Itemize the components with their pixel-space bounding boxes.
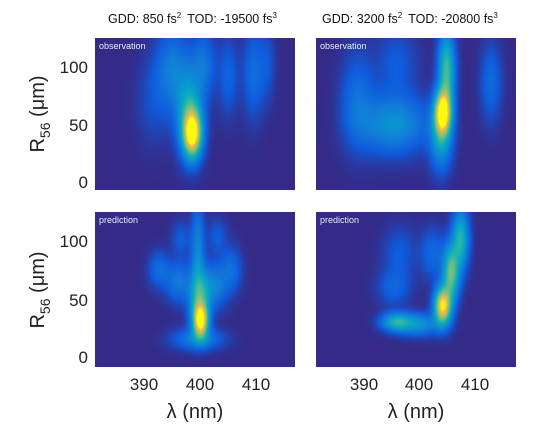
x-tick-right-410: 410 [461,375,489,394]
panel-label-top-left: observation [99,41,146,51]
panel-top-right: observation [316,38,516,190]
y-tick-top-100: 100 [60,58,88,77]
heatmap-bottom-right [316,212,516,367]
y-axis-label-top: R56 (μm) [27,75,53,152]
y-tick-top-50: 50 [69,116,88,135]
y-axis-label-bottom: R56 (μm) [27,251,53,328]
panel-label-bottom-left: prediction [99,215,138,225]
x-tick-right-390: 390 [350,375,378,394]
x-tick-left-390: 390 [130,375,158,394]
x-tick-left-410: 410 [242,375,270,394]
y-tick-top-0: 0 [79,173,88,192]
panel-bottom-right: prediction [316,212,516,367]
x-axis-label-left: λ (nm) [167,401,224,423]
panel-label-top-right: observation [320,41,367,51]
column-title-right: GDD: 3200 fs2 TOD: -20800 fs3 [322,11,498,26]
x-tick-right-400: 400 [405,375,433,394]
heatmap-bottom-left [95,212,295,367]
column-title-left: GDD: 850 fs2 TOD: -19500 fs3 [108,11,277,26]
x-tick-left-400: 400 [186,375,214,394]
panel-top-left: observation [95,38,295,190]
panel-bottom-left: prediction [95,212,295,367]
heatmap-top-right [316,38,516,190]
y-tick-bottom-50: 50 [69,291,88,310]
heatmap-top-left [95,38,295,190]
panel-label-bottom-right: prediction [320,215,359,225]
x-axis-label-right: λ (nm) [388,401,445,423]
y-tick-bottom-100: 100 [60,232,88,251]
y-tick-bottom-0: 0 [79,348,88,367]
